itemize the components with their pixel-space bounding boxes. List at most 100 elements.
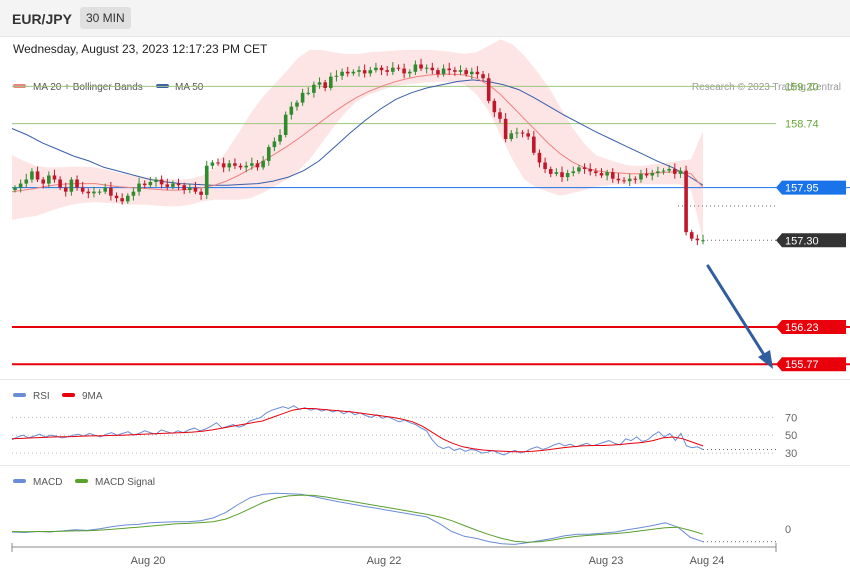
candle-body — [543, 162, 547, 169]
legend-swatch-macd — [13, 479, 26, 483]
candle-body — [616, 178, 621, 181]
candle-body — [109, 187, 113, 196]
candle-body — [340, 71, 344, 76]
candle-body — [622, 180, 626, 182]
candle-body — [362, 70, 367, 74]
candle-body — [554, 172, 559, 174]
price-tag-157.30: 157.30 — [785, 235, 819, 247]
candle-body — [503, 118, 508, 140]
candle-body — [289, 106, 294, 115]
legend-macd: MACD — [33, 477, 62, 488]
top-bar: EUR/JPY 30 MIN — [0, 0, 850, 37]
candle-body — [402, 68, 406, 74]
ma50-line — [11, 79, 704, 186]
candle-body — [171, 183, 175, 187]
candle-body — [278, 134, 282, 142]
candle-body — [345, 71, 350, 74]
candle-body — [351, 71, 356, 74]
legend-swatch-rsi — [13, 393, 26, 397]
candle-body — [216, 162, 220, 164]
candle-body — [142, 183, 147, 186]
rsi-9ma-line — [11, 408, 704, 453]
candle-body — [75, 179, 79, 188]
candle-body — [238, 165, 243, 168]
candle-body — [650, 173, 655, 176]
legend-ma20: MA 20 + Bollinger Bands — [33, 82, 143, 93]
candle-body — [453, 70, 457, 72]
candle-body — [673, 168, 677, 174]
candle-body — [391, 67, 395, 72]
candle-body — [430, 67, 435, 71]
candle-body — [69, 179, 74, 192]
candle-body — [125, 195, 130, 202]
candle-body — [486, 78, 491, 101]
legend-macd-signal: MACD Signal — [95, 477, 155, 488]
timestamp: Wednesday, August 23, 2023 12:17:23 PM C… — [13, 42, 268, 56]
candle-body — [204, 165, 209, 195]
candle-body — [413, 64, 418, 72]
forecast-arrow — [706, 264, 768, 360]
rsi-tick-50: 50 — [785, 430, 797, 442]
candle-body — [148, 181, 153, 186]
candle-body — [255, 163, 260, 168]
candle-body — [560, 172, 564, 178]
candle-body — [199, 191, 203, 195]
legend-swatch-ma50 — [156, 84, 169, 88]
candle-body — [436, 70, 440, 75]
candle-body — [548, 168, 553, 174]
legend-swatch-macd-signal — [75, 479, 88, 483]
candle-body — [475, 71, 480, 75]
candle-body — [610, 172, 615, 179]
candle-body — [571, 171, 576, 174]
research-credit: Research © 2023 Trading Central — [692, 82, 841, 93]
candle-body — [323, 82, 327, 88]
candle-body — [233, 163, 237, 166]
legend-swatch-rsi-9ma — [62, 393, 75, 397]
legend-rsi: RSI — [33, 391, 50, 402]
candle-body — [272, 141, 277, 148]
candle-body — [385, 70, 389, 72]
candle-body — [357, 70, 361, 72]
candle-body — [312, 84, 316, 93]
candle-body — [701, 240, 705, 242]
candle-body — [368, 70, 373, 74]
candle-body — [137, 183, 141, 192]
candle-body — [131, 191, 136, 196]
x-tick-aug-24: Aug 24 — [690, 555, 725, 567]
price-tag-158.74: 158.74 — [785, 119, 819, 131]
candle-body — [30, 171, 34, 180]
candle-body — [159, 179, 164, 185]
price-tag-bg-157.30 — [776, 233, 846, 248]
timeframe-button[interactable]: 30 MIN — [80, 7, 131, 29]
candle-body — [261, 160, 265, 168]
candle-body — [244, 165, 249, 168]
price-tag-bg-157.95 — [776, 180, 846, 195]
legend-swatch-ma20 — [13, 84, 26, 88]
candle-body — [695, 238, 700, 241]
candle-body — [656, 171, 660, 174]
candle-body — [283, 114, 288, 135]
candle-body — [537, 152, 542, 163]
forecast-arrow-head — [758, 350, 773, 369]
price-panel-divider — [0, 379, 850, 380]
candle-body — [396, 67, 401, 69]
candle-body — [165, 184, 170, 187]
candle-body — [639, 173, 643, 180]
candle-body — [419, 64, 423, 69]
legend-ma50: MA 50 — [175, 82, 204, 93]
candle-body — [154, 179, 158, 182]
candle-body — [509, 133, 514, 140]
candle-body — [661, 170, 666, 172]
candle-body — [526, 133, 530, 137]
x-tick-aug-22: Aug 22 — [367, 555, 402, 567]
candle-body — [582, 167, 587, 169]
candle-body — [41, 179, 45, 184]
rsi-tick-70: 70 — [785, 412, 797, 424]
candle-body — [588, 168, 593, 172]
candle-body — [678, 170, 683, 174]
candle-body — [18, 183, 23, 188]
candle-body — [13, 187, 17, 191]
price-tag-157.95: 157.95 — [785, 183, 819, 195]
candle-body — [97, 191, 102, 193]
